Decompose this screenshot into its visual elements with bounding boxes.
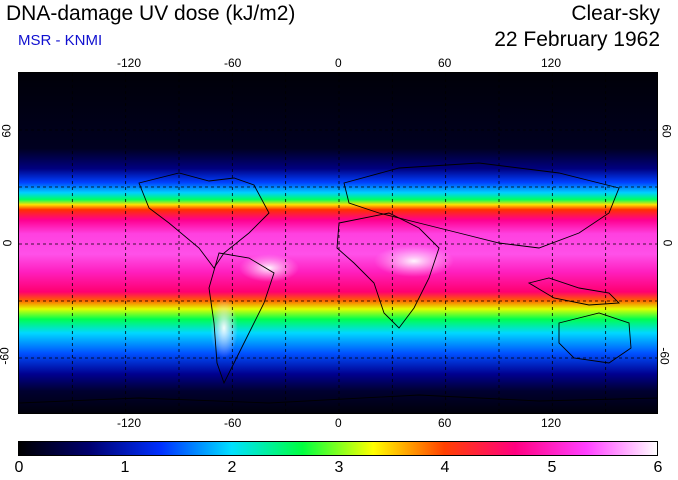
eurasia-coast xyxy=(343,162,620,249)
uv-dose-map xyxy=(18,72,658,414)
andes-high-dose-area xyxy=(210,298,238,358)
lat-label-right-0: 0 xyxy=(660,239,675,247)
colorbar-tick-6: 6 xyxy=(653,459,663,476)
lon-label-bottom-neg120: -120 xyxy=(117,416,142,430)
source-label: MSR - KNMI xyxy=(18,32,103,49)
lon-label-top-60: 60 xyxy=(438,56,452,70)
lat-label-right-60: 60 xyxy=(659,124,674,138)
map-title: DNA-damage UV dose (kJ/m2) xyxy=(6,2,296,25)
uv-field-background xyxy=(19,73,657,413)
lon-label-top-neg120: -120 xyxy=(117,56,142,70)
graticule xyxy=(19,73,657,413)
lat-label-left-60: 60 xyxy=(0,124,14,138)
lon-label-top-neg60: -60 xyxy=(224,56,242,70)
north-america-coast xyxy=(138,172,270,269)
colorbar-tick-1: 1 xyxy=(120,459,130,476)
lat-label-right-neg60: -60 xyxy=(657,347,672,365)
indonesia-coast xyxy=(527,277,621,306)
south-america-coast xyxy=(208,252,275,385)
lon-label-bottom-neg60: -60 xyxy=(224,416,242,430)
uv-dose-colorbar xyxy=(18,441,658,456)
australia-coast xyxy=(558,312,632,364)
colorbar-tick-5: 5 xyxy=(547,459,557,476)
lat-label-left-neg60: -60 xyxy=(0,347,12,365)
antarctica-coast xyxy=(19,394,657,404)
africa-coast xyxy=(336,212,440,329)
lon-label-bottom-120: 120 xyxy=(541,416,562,430)
colorbar-tick-0: 0 xyxy=(14,459,24,476)
africa-high-dose-area xyxy=(374,245,454,277)
lon-label-bottom-0: 0 xyxy=(335,416,342,430)
lat-label-left-0: 0 xyxy=(0,239,15,247)
colorbar-tick-2: 2 xyxy=(227,459,237,476)
coastlines xyxy=(19,162,657,404)
lon-label-top-120: 120 xyxy=(541,56,562,70)
colorbar-tick-3: 3 xyxy=(334,459,344,476)
sky-condition-label: Clear-sky xyxy=(571,2,660,25)
date-label: 22 February 1962 xyxy=(494,28,660,51)
lon-label-top-0: 0 xyxy=(335,56,342,70)
lon-label-bottom-60: 60 xyxy=(438,416,452,430)
colorbar-tick-4: 4 xyxy=(440,459,450,476)
